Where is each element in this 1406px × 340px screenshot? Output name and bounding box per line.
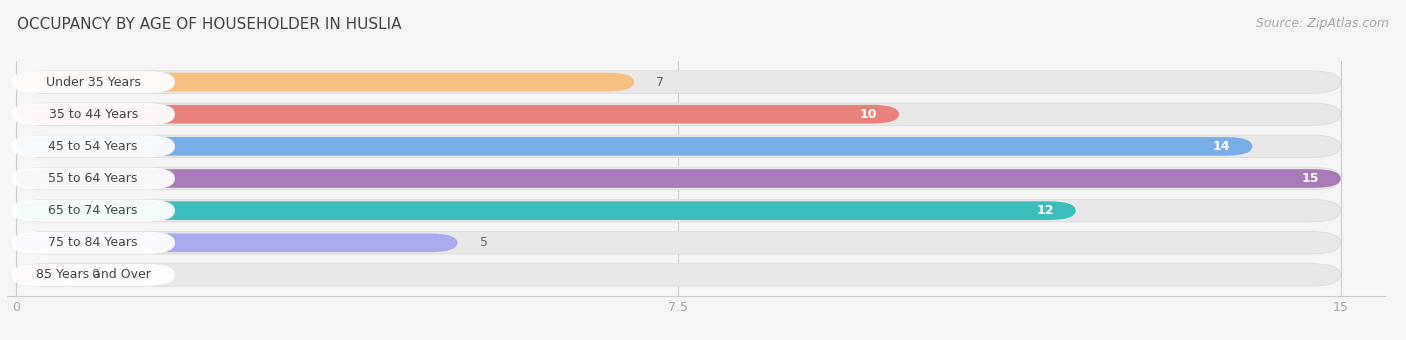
FancyBboxPatch shape bbox=[15, 199, 1341, 222]
FancyBboxPatch shape bbox=[15, 264, 1341, 286]
FancyBboxPatch shape bbox=[15, 167, 1341, 190]
Text: 75 to 84 Years: 75 to 84 Years bbox=[48, 236, 138, 249]
FancyBboxPatch shape bbox=[11, 168, 174, 189]
Text: 85 Years and Over: 85 Years and Over bbox=[35, 268, 150, 282]
Text: 14: 14 bbox=[1213, 140, 1230, 153]
Text: 10: 10 bbox=[859, 108, 877, 121]
Text: 55 to 64 Years: 55 to 64 Years bbox=[48, 172, 138, 185]
Text: 0: 0 bbox=[91, 268, 98, 282]
FancyBboxPatch shape bbox=[11, 200, 174, 222]
FancyBboxPatch shape bbox=[15, 71, 1341, 94]
FancyBboxPatch shape bbox=[15, 234, 457, 252]
Text: OCCUPANCY BY AGE OF HOUSEHOLDER IN HUSLIA: OCCUPANCY BY AGE OF HOUSEHOLDER IN HUSLI… bbox=[17, 17, 401, 32]
FancyBboxPatch shape bbox=[15, 169, 1341, 188]
FancyBboxPatch shape bbox=[11, 264, 174, 286]
FancyBboxPatch shape bbox=[15, 103, 1341, 125]
FancyBboxPatch shape bbox=[15, 201, 1076, 220]
FancyBboxPatch shape bbox=[11, 103, 174, 125]
FancyBboxPatch shape bbox=[11, 135, 174, 157]
Text: 5: 5 bbox=[479, 236, 488, 249]
Text: 7: 7 bbox=[657, 75, 664, 89]
Text: 45 to 54 Years: 45 to 54 Years bbox=[48, 140, 138, 153]
FancyBboxPatch shape bbox=[15, 266, 69, 284]
Text: 12: 12 bbox=[1036, 204, 1053, 217]
FancyBboxPatch shape bbox=[15, 137, 1253, 156]
FancyBboxPatch shape bbox=[11, 71, 174, 93]
Text: 35 to 44 Years: 35 to 44 Years bbox=[49, 108, 138, 121]
Text: 65 to 74 Years: 65 to 74 Years bbox=[48, 204, 138, 217]
FancyBboxPatch shape bbox=[15, 105, 898, 123]
FancyBboxPatch shape bbox=[11, 232, 174, 254]
Text: Source: ZipAtlas.com: Source: ZipAtlas.com bbox=[1256, 17, 1389, 30]
Text: Under 35 Years: Under 35 Years bbox=[46, 75, 141, 89]
FancyBboxPatch shape bbox=[15, 73, 634, 91]
FancyBboxPatch shape bbox=[15, 135, 1341, 158]
FancyBboxPatch shape bbox=[15, 232, 1341, 254]
Text: 15: 15 bbox=[1301, 172, 1319, 185]
